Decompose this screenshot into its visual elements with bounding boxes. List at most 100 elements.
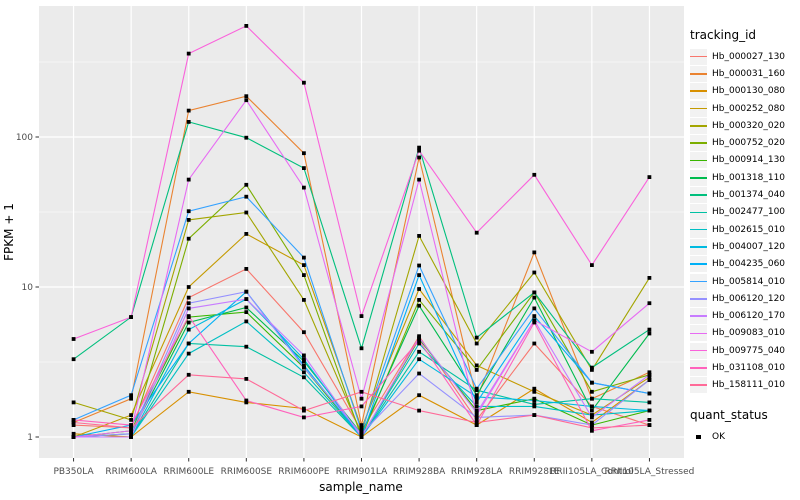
point-marker-Hb_006120_170	[186, 306, 191, 311]
y-axis-title: FPKM + 1	[2, 203, 16, 261]
point-marker-Hb_006120_120	[186, 301, 191, 306]
point-marker-Hb_005814_010	[359, 428, 364, 433]
point-marker-Hb_002477_100	[647, 400, 652, 405]
point-marker-Hb_031108_010	[532, 320, 537, 325]
point-marker-Hb_000320_020	[302, 298, 306, 302]
point-marker-Hb_000320_020	[647, 276, 652, 280]
point-marker-Hb_000031_160	[532, 250, 537, 255]
point-marker-Hb_000031_160	[359, 423, 364, 427]
legend-panel: tracking_id Hb_000027_130 Hb_000031_160 Hb…	[690, 28, 800, 445]
x-tick-label: RRIM600SE	[221, 467, 273, 477]
point-marker-Hb_002615_010	[590, 413, 594, 417]
point-marker-Hb_158111_010	[244, 377, 249, 381]
legend-title-tracking-id: tracking_id	[690, 28, 757, 42]
point-marker-Hb_000252_080	[129, 413, 133, 417]
point-marker-Hb_000130_080	[71, 431, 76, 436]
legend-entry-label: Hb_000752_020	[712, 138, 786, 149]
point-marker-Hb_004235_060	[474, 400, 479, 405]
legend-entry-label: Hb_005814_010	[712, 276, 786, 287]
legend-entry-label: Hb_006120_120	[712, 293, 786, 304]
point-marker-Hb_009775_040	[474, 230, 479, 235]
point-marker-Hb_031108_010	[590, 428, 594, 433]
point-marker-Hb_001374_040	[647, 327, 652, 332]
point-marker-Hb_005814_010	[474, 386, 479, 391]
legend-entry-label: Hb_009775_040	[712, 345, 786, 356]
point-marker-Hb_000252_080	[186, 285, 191, 289]
legend-entry-label: Hb_000914_130	[712, 155, 786, 166]
legend-entry: Hb_009083_010	[690, 325, 800, 342]
legend-key-line-icon	[690, 238, 707, 255]
point-marker-Hb_001374_040	[71, 357, 76, 362]
legend-entry: Hb_158111_010	[690, 377, 800, 394]
point-marker-Hb_000252_080	[474, 363, 479, 368]
point-marker-Hb_031108_010	[129, 423, 133, 427]
point-marker-Hb_004007_120	[532, 398, 537, 403]
legend-entry-label: Hb_006120_170	[712, 311, 786, 322]
point-marker-Hb_031108_010	[302, 415, 306, 420]
legend-entry-label: Hb_158111_010	[712, 380, 786, 391]
point-marker-Hb_001318_110	[417, 303, 421, 308]
point-marker-Hb_009083_010	[244, 98, 249, 103]
point-marker-Hb_158111_010	[71, 420, 76, 425]
point-marker-Hb_006120_120	[129, 431, 133, 436]
point-marker-Hb_009775_040	[186, 51, 191, 56]
point-marker-Hb_006120_170	[590, 415, 594, 420]
point-marker-Hb_158111_010	[129, 426, 133, 430]
point-marker-Hb_002477_100	[244, 344, 249, 349]
point-marker-Hb_009083_010	[532, 318, 537, 323]
point-marker-Hb_000752_020	[474, 368, 479, 372]
legend-key-line-icon	[690, 359, 707, 376]
legend-key-line-icon	[690, 377, 707, 394]
point-marker-Hb_009775_040	[359, 314, 364, 318]
point-marker-Hb_000027_130	[244, 267, 249, 271]
point-marker-Hb_009083_010	[647, 301, 652, 306]
legend-entry: Hb_002615_010	[690, 221, 800, 238]
legend-key-line-icon	[690, 169, 707, 186]
point-marker-Hb_005814_010	[590, 380, 594, 385]
point-marker-Hb_000752_020	[590, 389, 594, 394]
legend-key-square-icon	[690, 429, 707, 445]
legend-entry: Hb_006120_170	[690, 307, 800, 325]
point-marker-Hb_031108_010	[244, 398, 249, 403]
point-marker-Hb_006120_170	[302, 353, 306, 358]
point-marker-Hb_009775_040	[129, 315, 133, 319]
point-marker-Hb_000130_080	[532, 386, 537, 391]
point-marker-Hb_004007_120	[302, 357, 306, 362]
point-marker-Hb_031108_010	[474, 423, 479, 427]
legend-entry: Hb_000031_160	[690, 65, 800, 82]
point-marker-Hb_031108_010	[186, 314, 191, 318]
legend-entry-label: Hb_000252_080	[712, 103, 786, 114]
legend-entry: Hb_005814_010	[690, 273, 800, 290]
legend-key-line-icon	[690, 100, 707, 117]
x-axis-title: sample_name	[319, 480, 403, 494]
point-marker-Hb_009083_010	[417, 177, 421, 182]
point-marker-Hb_004235_060	[186, 341, 191, 346]
point-marker-Hb_000320_020	[129, 418, 133, 422]
point-marker-Hb_001318_110	[186, 320, 191, 325]
point-marker-Hb_009775_040	[417, 148, 421, 153]
point-marker-Hb_000031_160	[244, 94, 249, 99]
point-marker-Hb_158111_010	[590, 426, 594, 430]
point-marker-Hb_004007_120	[474, 395, 479, 399]
point-marker-Hb_000031_160	[129, 396, 133, 401]
point-marker-Hb_002615_010	[417, 341, 421, 346]
point-marker-Hb_004235_060	[302, 363, 306, 368]
point-marker-Hb_031108_010	[359, 404, 364, 409]
point-marker-Hb_000130_080	[417, 393, 421, 398]
legend-entry: Hb_000914_130	[690, 152, 800, 169]
point-marker-Hb_000320_020	[532, 270, 537, 275]
point-marker-Hb_001318_110	[302, 359, 306, 364]
legend-entry-label: Hb_000031_160	[712, 68, 786, 79]
point-marker-Hb_000031_160	[186, 108, 191, 113]
point-marker-Hb_000320_020	[474, 341, 479, 346]
point-marker-Hb_002477_100	[417, 349, 421, 354]
legend-entry-label: Hb_004007_120	[712, 241, 786, 252]
point-marker-Hb_158111_010	[532, 413, 537, 417]
point-marker-Hb_009775_040	[590, 263, 594, 267]
point-marker-Hb_001374_040	[186, 120, 191, 124]
legend-entry-label: Hb_002477_100	[712, 207, 786, 218]
point-marker-Hb_002615_010	[302, 370, 306, 375]
legend-key-line-icon	[690, 83, 707, 100]
point-marker-Hb_009083_010	[129, 428, 133, 433]
x-tick-label: RRIM928LA	[451, 467, 503, 477]
